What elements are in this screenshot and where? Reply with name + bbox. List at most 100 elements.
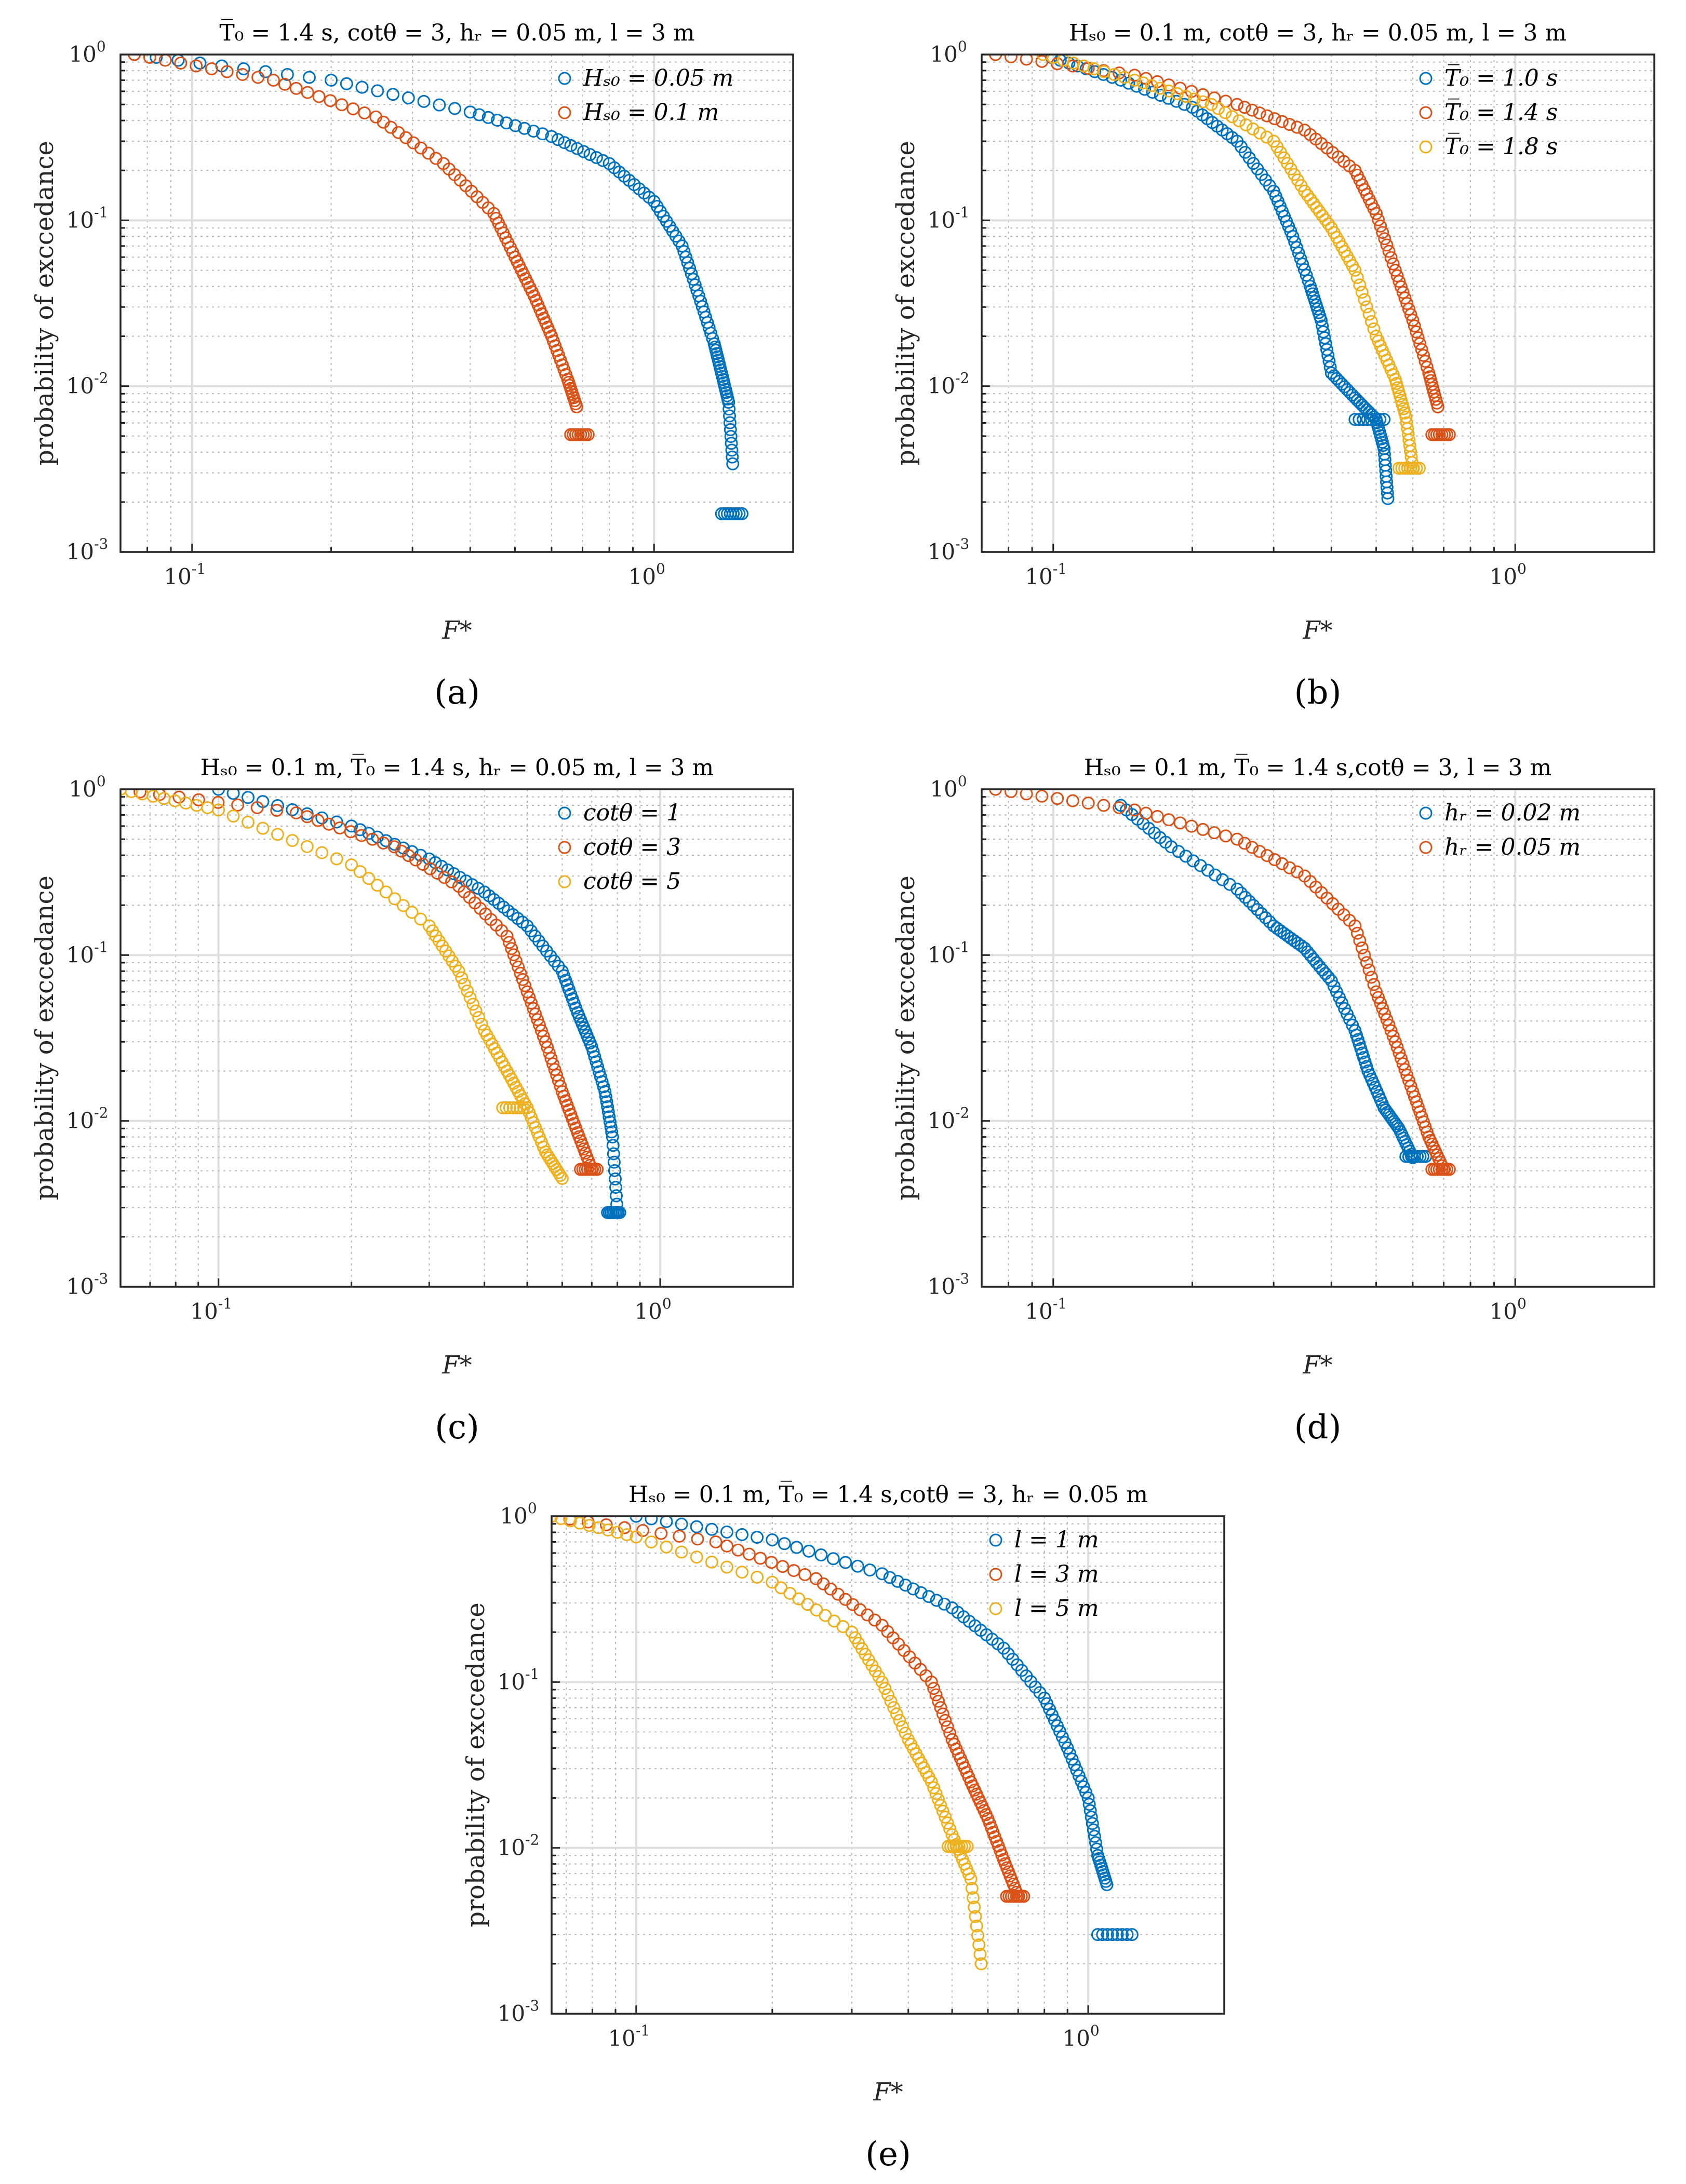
y-tick-label: 10-1 (66, 938, 109, 967)
data-point (936, 1804, 949, 1818)
data-point (607, 1155, 621, 1169)
data-point (286, 834, 299, 847)
data-point (723, 416, 737, 429)
data-point (751, 1570, 764, 1584)
data-point (601, 1524, 615, 1537)
data-point (613, 1206, 626, 1219)
data-point (720, 1539, 733, 1553)
plot-frame (551, 1515, 1225, 2015)
data-point (1402, 1074, 1415, 1087)
data-point (573, 1516, 586, 1530)
data-point (1128, 803, 1141, 817)
data-point (1247, 899, 1260, 912)
data-point (1263, 915, 1276, 928)
legend-entry: hᵣ = 0.05 m (1444, 834, 1581, 860)
data-point (516, 973, 529, 986)
data-point (1355, 941, 1369, 954)
data-point (941, 1720, 954, 1733)
x-tick-label: 10-1 (164, 560, 206, 589)
data-point (1386, 257, 1400, 271)
data-point (346, 102, 360, 116)
data-point (883, 1571, 896, 1584)
data-point (1373, 413, 1387, 426)
data-point (606, 1139, 620, 1152)
data-point (577, 145, 591, 158)
data-point (353, 823, 367, 837)
data-point (496, 1101, 510, 1114)
data-point (414, 912, 427, 926)
data-point (875, 1567, 889, 1581)
data-point (179, 797, 193, 810)
data-point (1238, 891, 1252, 904)
data-points (128, 55, 749, 520)
data-point (1431, 400, 1444, 414)
data-point (600, 1095, 613, 1109)
data-point (887, 1701, 901, 1715)
panel-label: (d) (1294, 1408, 1342, 1447)
data-point (735, 507, 749, 520)
data-point (766, 1533, 779, 1547)
data-point (630, 1516, 643, 1523)
data-point (324, 94, 337, 107)
data-point (330, 852, 343, 866)
data-point (754, 1552, 767, 1565)
data-point (1384, 251, 1398, 264)
data-point (1268, 853, 1281, 866)
data-point (1348, 391, 1362, 405)
data-point (1319, 967, 1332, 980)
data-point (463, 105, 477, 119)
data-point (539, 1035, 552, 1048)
data-point (128, 55, 141, 61)
data-point (525, 996, 538, 1010)
data-point (1150, 810, 1164, 823)
data-point (1294, 252, 1307, 265)
data-point (1360, 300, 1373, 314)
data-point (1230, 882, 1244, 896)
x-axis-label: F* (441, 1351, 472, 1380)
data-point (211, 796, 225, 809)
x-axis-label: F* (441, 616, 472, 645)
legend-marker (989, 1602, 1002, 1615)
data-point (927, 1781, 941, 1795)
data-point (925, 1675, 938, 1689)
data-point (691, 1532, 704, 1546)
data-point (765, 1556, 778, 1569)
data-point (878, 1682, 892, 1695)
data-point (1350, 271, 1364, 285)
data-point (1128, 73, 1141, 87)
data-point (1196, 95, 1210, 109)
legend-entry: l = 1 m (1014, 1527, 1099, 1553)
data-point (582, 1519, 596, 1532)
y-tick-label: 100 (930, 38, 967, 67)
data-point (417, 95, 431, 108)
data-point (466, 997, 480, 1011)
data-point (1378, 232, 1391, 246)
data-point (1260, 130, 1274, 144)
data-point (1382, 1018, 1396, 1032)
grid (981, 788, 1655, 1288)
x-tick-label: 10-1 (1025, 1295, 1067, 1324)
data-point (353, 865, 367, 879)
data-point (1173, 816, 1187, 830)
data-point (325, 73, 338, 87)
data-point (899, 1727, 912, 1740)
data-point (1233, 114, 1246, 128)
data-point (551, 133, 565, 146)
data-point (1061, 1741, 1074, 1755)
data-point (523, 991, 536, 1004)
data-point (673, 1529, 686, 1543)
data-point (1378, 1007, 1391, 1021)
legend-marker (1419, 841, 1433, 854)
data-point (1390, 1041, 1404, 1054)
data-point (974, 1957, 988, 1971)
data-point (970, 1919, 983, 1933)
data-point (679, 250, 692, 264)
data-point (973, 1948, 987, 1961)
data-point (1036, 55, 1050, 61)
data-point (932, 1694, 945, 1708)
data-point (153, 789, 166, 801)
data-point (335, 98, 349, 112)
data-point (570, 142, 584, 155)
x-axis-label: F* (1302, 616, 1332, 645)
data-point (371, 879, 384, 892)
